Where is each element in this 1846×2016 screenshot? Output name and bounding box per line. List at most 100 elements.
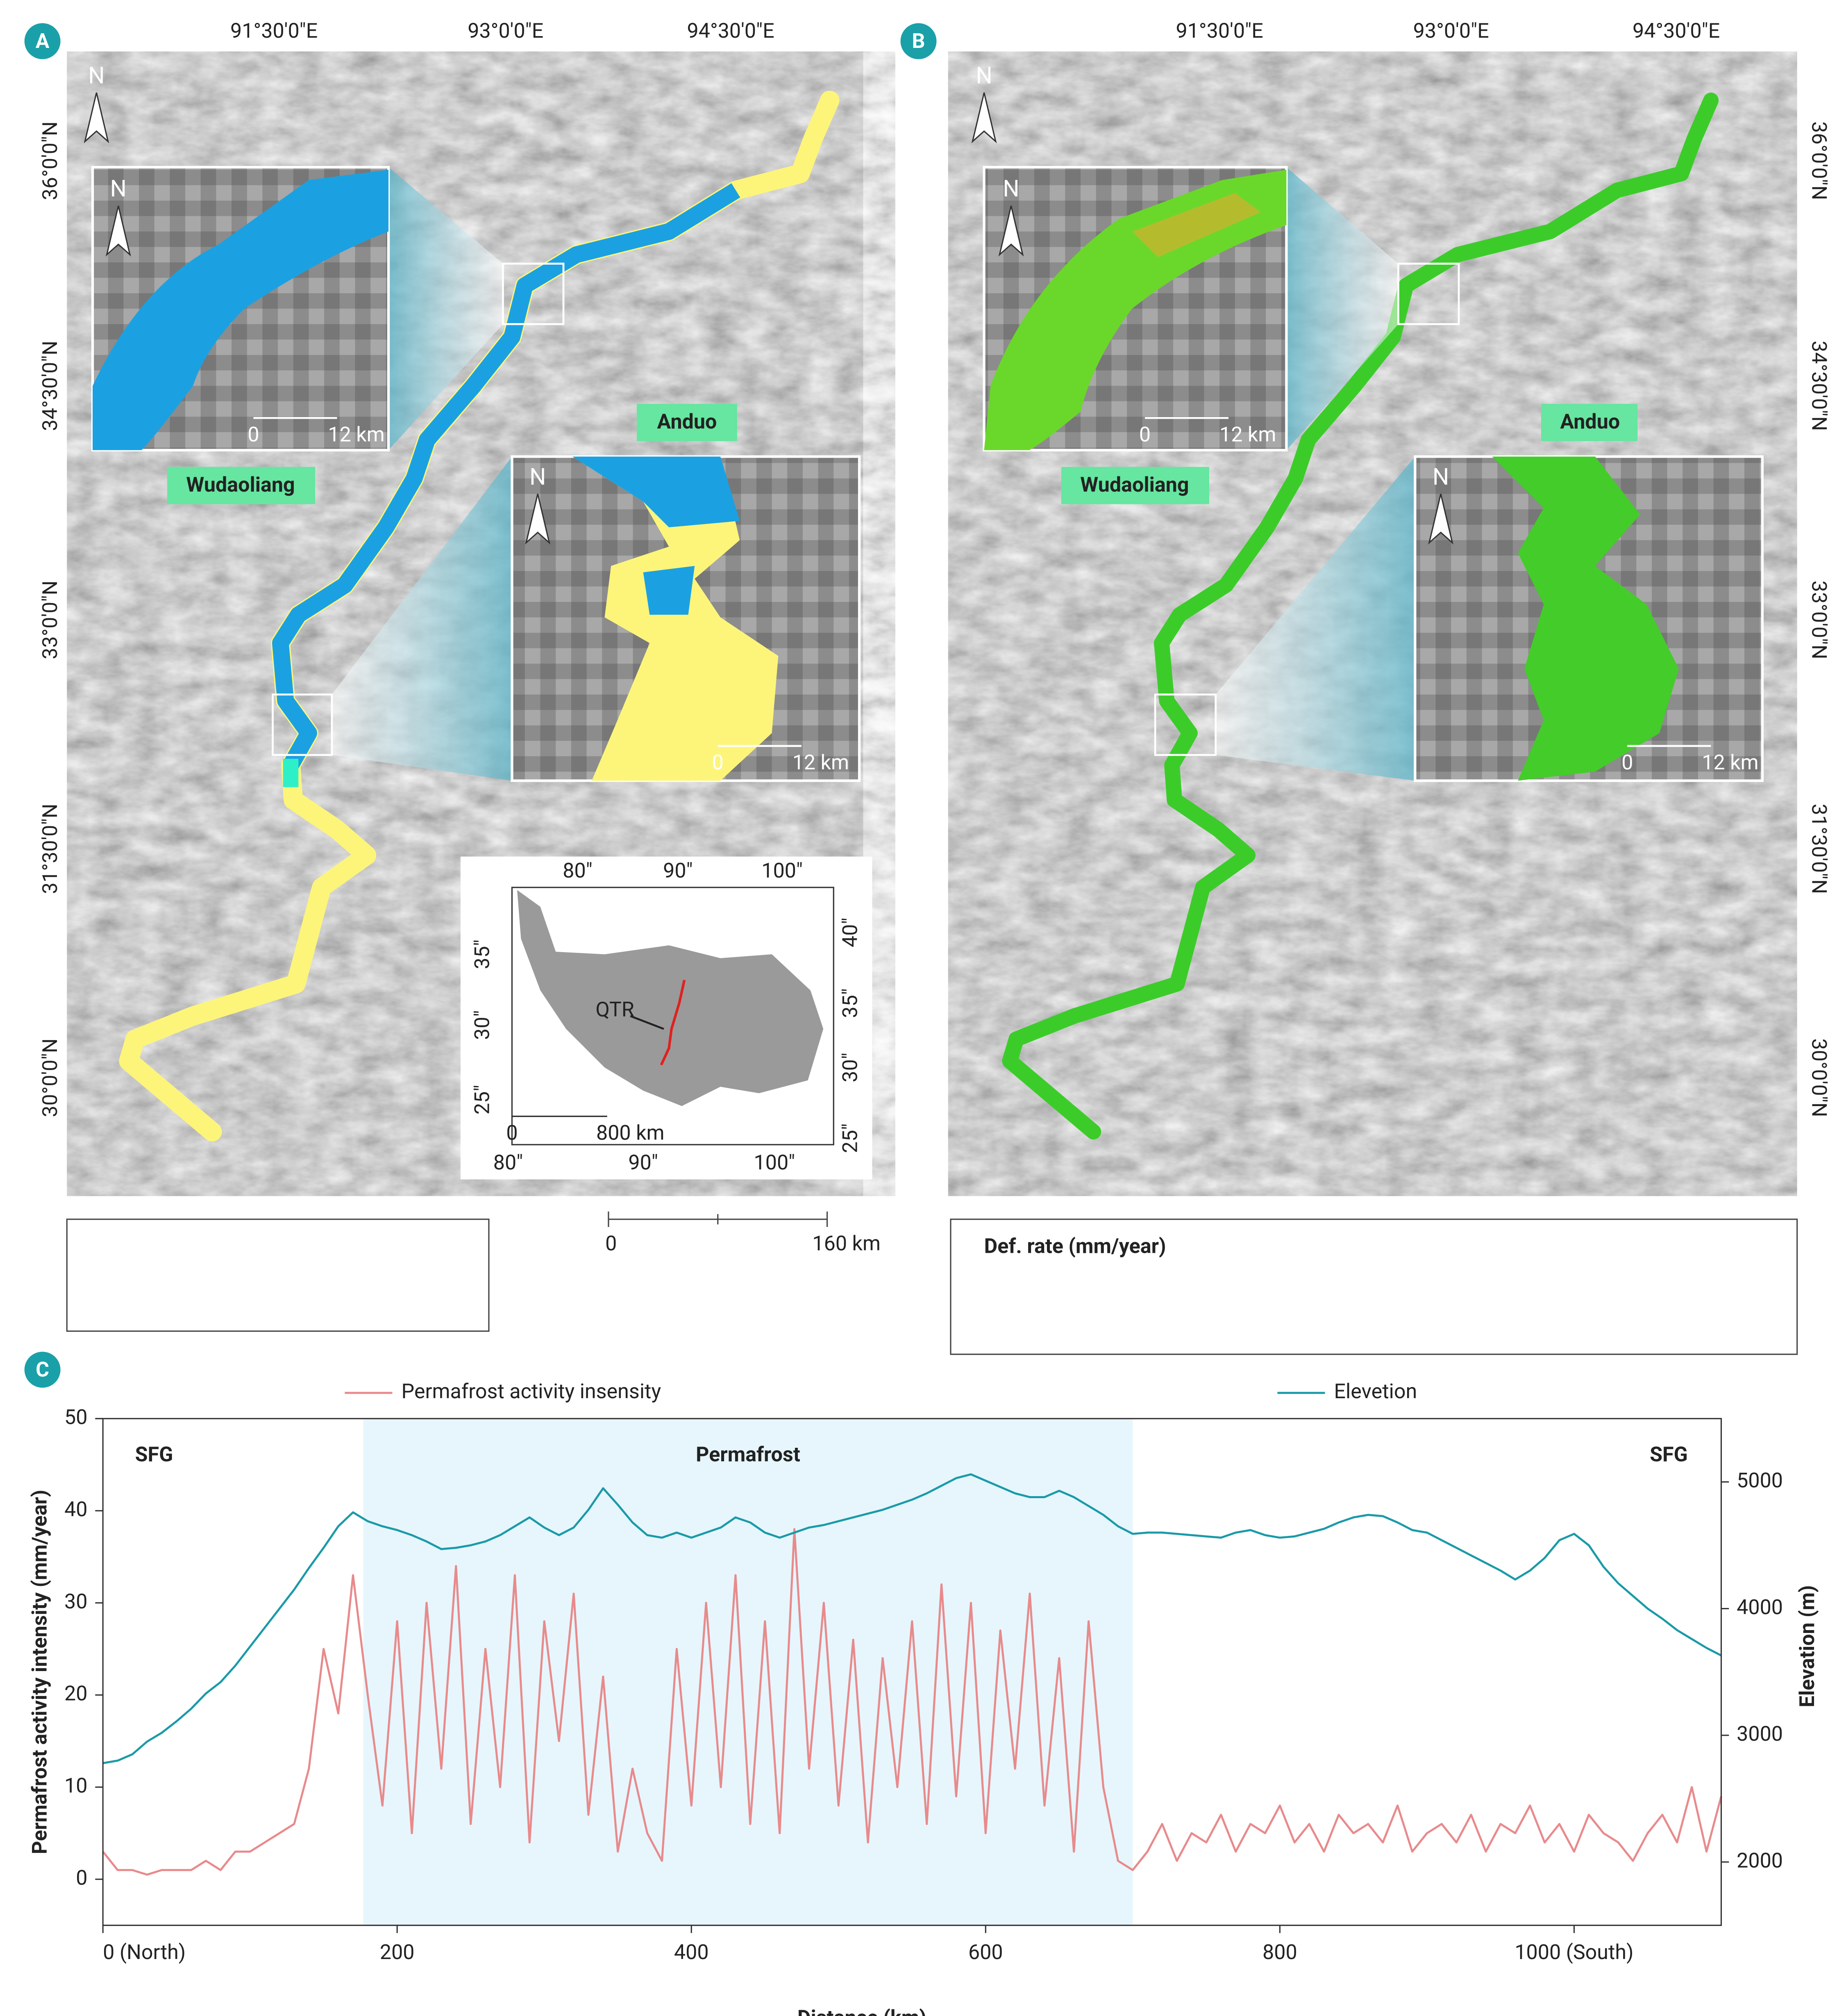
annotation: SFG (1650, 1442, 1688, 1467)
locator-tick: 90″ (628, 1150, 658, 1175)
inset-permafrost (93, 170, 389, 450)
inset-scale-label: 0 (1139, 423, 1151, 447)
inset-scale-label: 0 (1621, 751, 1633, 775)
north-arrow (998, 205, 1024, 257)
plot-frame (102, 1418, 1722, 1926)
locator-tick: 100″ (754, 1150, 795, 1175)
north-label: N (1433, 463, 1449, 490)
place-label: Wudaoliang (186, 473, 295, 497)
place-label: Anduo (1560, 410, 1620, 434)
plateau (517, 890, 824, 1106)
legend-label: Elevetion (1334, 1379, 1417, 1404)
place-box (1061, 467, 1210, 504)
inset-scale-label: 12 km (1219, 423, 1276, 447)
arrow (630, 1015, 664, 1030)
map-b: Wudaoliang Anduo (948, 51, 1797, 1196)
north-arrow (105, 205, 131, 257)
lat-label: 30°0'0"N (1807, 1039, 1831, 1117)
lon-label: 91°30'0"E (1176, 19, 1263, 43)
lat-label: 31°30'0"N (1807, 804, 1831, 894)
y2-tick-label: 3000 (1737, 1722, 1783, 1746)
river-permafrost (272, 183, 740, 769)
zoom-connector (1286, 167, 1399, 450)
north-arrow (1428, 494, 1454, 545)
x-tick-label: 200 (380, 1940, 415, 1964)
lon-label: 93°0'0"E (468, 19, 543, 43)
lon-label: 94°30'0"E (1633, 19, 1720, 43)
locator-tick: 25″ (470, 1085, 495, 1115)
x-axis-title: Distance (km) (797, 2006, 926, 2016)
map-a: Wudaoliang Anduo QTR 80″ 90″ 100″ 80″ 90… (67, 51, 896, 1196)
locator-tick: 100″ (761, 859, 803, 883)
y-tick-label: 50 (64, 1405, 87, 1429)
inset-deformation (1492, 456, 1679, 781)
y-tick-label: 30 (64, 1590, 87, 1614)
y2-tick-label: 2000 (1737, 1848, 1783, 1873)
north-label: N (88, 62, 104, 89)
lat-label: 36°0'0"N (1807, 121, 1831, 200)
scale-label: 800 km (596, 1121, 665, 1145)
north-label: N (110, 175, 127, 202)
inset-scale-label: 0 (247, 423, 259, 447)
panel-badge (900, 23, 937, 59)
inset-scale-label: 12 km (792, 751, 849, 775)
y2-tick-label: 5000 (1737, 1469, 1783, 1493)
scale-label: 0 (605, 1231, 617, 1256)
inset-scale-label: 12 km (1702, 751, 1758, 775)
zoom-connector (1215, 456, 1415, 781)
qtr-line (660, 980, 686, 1066)
region-label: Permafrost (696, 1442, 800, 1467)
locator-tick: 90″ (663, 859, 693, 883)
y-tick-label: 10 (64, 1774, 87, 1798)
legend-label: Permafrost activity insensity (401, 1379, 661, 1404)
panel-label: C (36, 1358, 49, 1382)
lat-label: 33°0'0"N (1807, 581, 1831, 659)
lat-label: 30°0'0"N (38, 1039, 62, 1117)
x-tick-label: 600 (968, 1940, 1003, 1964)
place-label: Wudaoliang (1080, 473, 1189, 497)
scale-label: 0 (506, 1121, 518, 1145)
series-line (102, 1528, 1722, 1876)
legend-b (950, 1218, 1798, 1355)
zoom-connector (388, 167, 503, 450)
panel-label: A (36, 29, 50, 53)
north-arrow (971, 92, 997, 143)
y-tick-label: 40 (64, 1497, 87, 1522)
north-arrow (84, 92, 109, 143)
lon-label: 93°0'0"E (1413, 19, 1489, 43)
inset-sfg (572, 456, 779, 781)
locator-tick: 30″ (838, 1052, 863, 1082)
legend-a (66, 1218, 490, 1332)
y2-tick-label: 4000 (1737, 1595, 1783, 1619)
north-arrow (525, 494, 551, 545)
locator-tick: 35″ (838, 988, 863, 1018)
zoom-connector (332, 456, 512, 781)
lon-label: 91°30'0"E (230, 19, 318, 43)
x-tick-label: 800 (1262, 1940, 1297, 1964)
y-axis-title: Permafrost activity intensity (mm/year) (28, 1490, 52, 1854)
north-label: N (976, 62, 992, 89)
legend-title: Def. rate (mm/year) (984, 1234, 1166, 1258)
locator-tick: 25″ (838, 1123, 863, 1153)
inset-deformation (984, 170, 1287, 450)
annotation: SFG (135, 1442, 173, 1467)
place-box (1541, 404, 1638, 441)
y-tick-label: 0 (76, 1866, 87, 1890)
lat-label: 31°30'0"N (38, 804, 62, 894)
panel-label: B (912, 29, 925, 53)
place-box (636, 404, 737, 441)
locator-tick: 30″ (470, 1010, 495, 1040)
inset-scale-label: 12 km (328, 423, 384, 447)
x-tick-label: 1000 (South) (1514, 1940, 1633, 1964)
locator-label: QTR (595, 998, 634, 1022)
panel-badge (24, 23, 61, 59)
locator-tick: 80″ (563, 859, 593, 883)
inset-scale-label: 0 (712, 751, 724, 775)
lat-label: 36°0'0"N (38, 121, 62, 200)
x-tick-label: 400 (674, 1940, 709, 1964)
y-tick-label: 20 (64, 1682, 87, 1706)
locator-tick: 80″ (493, 1150, 523, 1175)
